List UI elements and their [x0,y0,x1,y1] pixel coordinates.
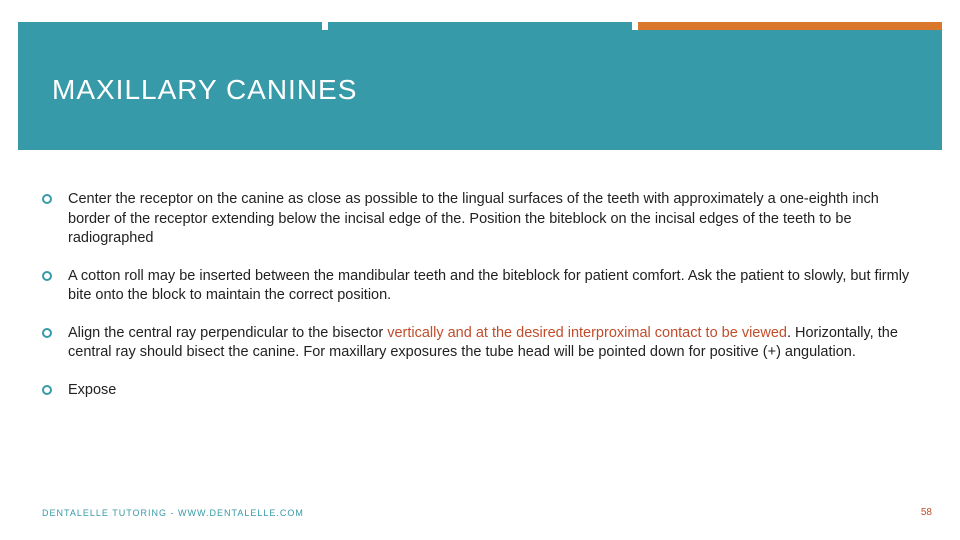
bullet-item: A cotton roll may be inserted between th… [42,267,918,306]
accent-seg-3 [638,22,942,30]
accent-seg-2 [328,22,632,30]
bullet-item: Expose [42,381,918,401]
title-band: MAXILLARY CANINES [18,30,942,150]
footer-text: DENTALELLE TUTORING - WWW.DENTALELLE.COM [42,508,304,518]
content-area: Center the receptor on the canine as clo… [42,190,918,419]
circle-bullet-icon [42,385,52,395]
circle-bullet-icon [42,328,52,338]
accent-seg-1 [18,22,322,30]
bullet-text-part: vertically and at the desired interproxi… [387,325,787,341]
circle-bullet-icon [42,271,52,281]
bullet-item: Center the receptor on the canine as clo… [42,190,918,249]
top-accent-segments [18,22,942,30]
header-bar: MAXILLARY CANINES [18,22,942,80]
circle-bullet-icon [42,194,52,204]
bullet-list: Center the receptor on the canine as clo… [42,190,918,401]
bullet-text-part: Expose [68,382,116,398]
bullet-text-part: A cotton roll may be inserted between th… [68,268,909,304]
bullet-item: Align the central ray perpendicular to t… [42,324,918,363]
slide-title: MAXILLARY CANINES [52,74,357,106]
bullet-text-part: Align the central ray perpendicular to t… [68,325,387,341]
bullet-text-part: Center the receptor on the canine as clo… [68,191,879,246]
page-number: 58 [921,507,932,518]
